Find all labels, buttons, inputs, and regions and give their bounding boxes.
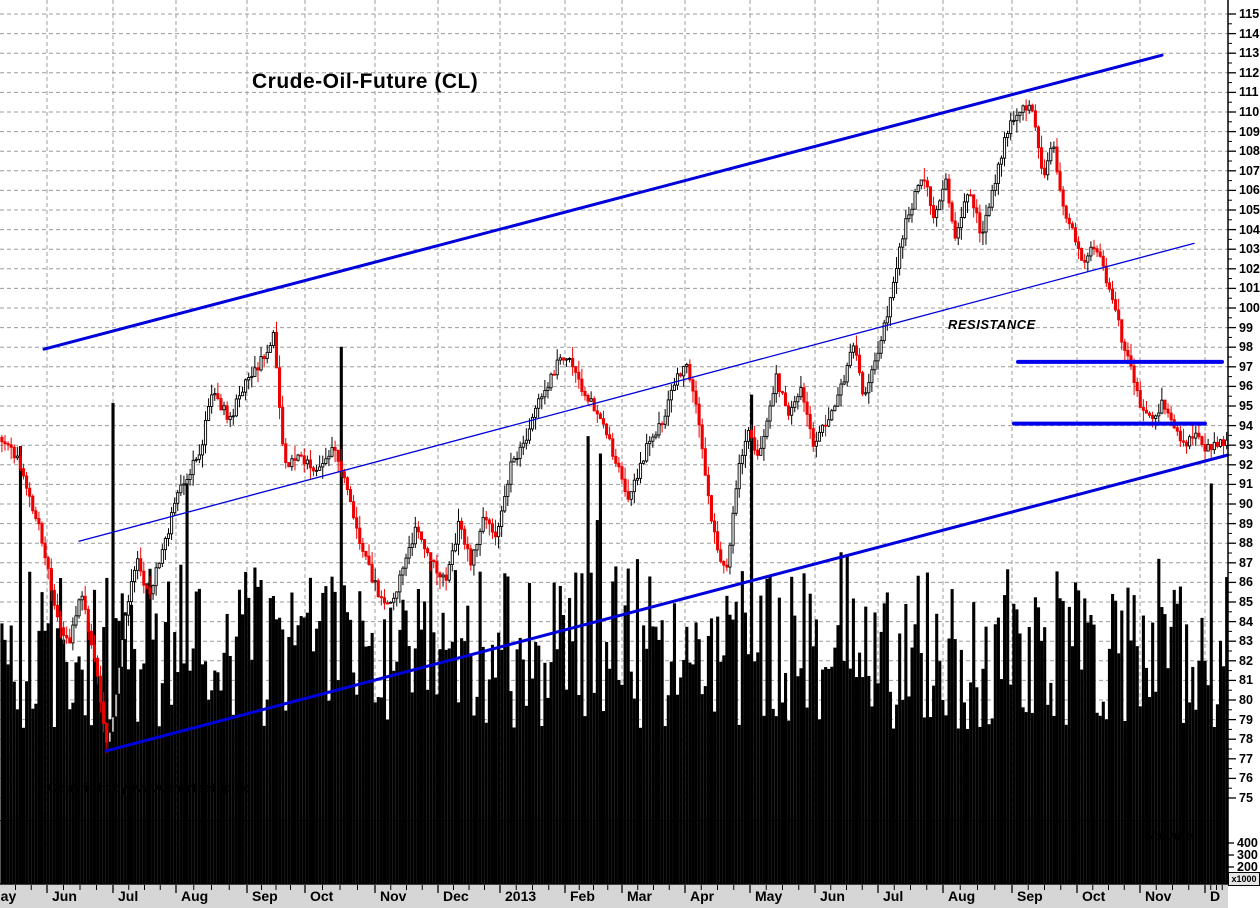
copyright-text: Copyright by www.chartsetup.de	[48, 780, 251, 795]
price-tick-label: 83	[1239, 634, 1253, 649]
month-label: Oct	[1082, 888, 1106, 904]
month-label: Aug	[181, 888, 209, 904]
price-tick-label: 110	[1239, 105, 1260, 119]
price-tick-label: 100	[1239, 301, 1260, 315]
price-tick-label: 86	[1239, 575, 1253, 590]
volume-bars	[0, 346, 1229, 884]
month-label: Sep	[252, 888, 278, 904]
price-tick-label: 94	[1239, 418, 1253, 433]
month-label: May	[0, 888, 17, 904]
price-tick-label: 108	[1239, 144, 1260, 159]
price-tick-label: 88	[1239, 536, 1253, 551]
price-tick-label: 75	[1239, 791, 1253, 805]
price-tick-label: 102	[1239, 261, 1260, 276]
volume-tick-label: 300	[1237, 848, 1258, 862]
month-label: Jul	[118, 888, 139, 904]
price-tick-label: 91	[1239, 477, 1253, 492]
volume-unit-badge: x1000	[1228, 872, 1260, 886]
price-tick-label: 81	[1239, 673, 1253, 688]
price-tick-label: 111	[1239, 85, 1259, 100]
price-tick-label: 90	[1239, 497, 1253, 511]
price-tick-label: 106	[1239, 183, 1260, 198]
month-label: Dec	[443, 888, 469, 904]
month-label: D	[1210, 888, 1221, 904]
price-tick-label: 84	[1239, 614, 1253, 629]
month-label: Nov	[1145, 888, 1172, 904]
price-tick-label: 114	[1239, 26, 1260, 41]
price-tick-label: 85	[1239, 595, 1253, 609]
price-tick-label: 107	[1239, 163, 1260, 178]
price-tick-label: 104	[1239, 222, 1260, 237]
month-label: Oct	[310, 888, 334, 904]
price-tick-label: 98	[1239, 340, 1253, 355]
price-tick-label: 115	[1239, 7, 1260, 21]
price-tick-label: 78	[1239, 732, 1253, 747]
month-label: Feb	[570, 888, 595, 904]
lower-channel	[104, 453, 1230, 753]
price-tick-label: 77	[1239, 751, 1253, 766]
month-label: Jun	[820, 888, 845, 904]
price-tick-label: 80	[1239, 693, 1253, 707]
volume-pane-label: Volume	[1146, 828, 1193, 843]
volume-tick-label: 200	[1237, 860, 1258, 874]
price-tick-label: 112	[1239, 65, 1260, 80]
month-label: May	[755, 888, 783, 904]
resistance-annotation: RESISTANCE	[948, 317, 1036, 332]
price-tick-label: 92	[1239, 457, 1253, 472]
price-tick-label: 79	[1239, 712, 1253, 727]
month-label: Nov	[380, 888, 407, 904]
month-label: Jul	[883, 888, 904, 904]
month-label: Aug	[948, 888, 976, 904]
trend-lines	[42, 53, 1230, 753]
month-label: Sep	[1017, 888, 1043, 904]
month-label: Apr	[690, 888, 715, 904]
price-tick-label: 89	[1239, 516, 1253, 531]
price-tick-label: 87	[1239, 555, 1253, 570]
price-tick-label: 96	[1239, 379, 1253, 394]
upper-channel	[42, 53, 1164, 351]
month-label: Mar	[627, 888, 652, 904]
price-tick-label: 95	[1239, 399, 1253, 413]
price-tick-label: 99	[1239, 320, 1253, 335]
chart-title: Crude-Oil-Future (CL)	[252, 70, 479, 93]
median-line	[78, 242, 1195, 542]
price-tick-label: 103	[1239, 242, 1260, 257]
price-tick-label: 93	[1239, 438, 1253, 453]
candlesticks	[0, 99, 1229, 754]
price-tick-label: 82	[1239, 653, 1253, 668]
price-tick-label: 76	[1239, 771, 1253, 786]
volume-tick-label: 400	[1237, 836, 1258, 850]
axis-ticks	[0, 0, 1236, 893]
month-label: 2013	[505, 888, 537, 904]
price-tick-label: 109	[1239, 124, 1260, 139]
price-tick-label: 101	[1239, 281, 1260, 296]
price-tick-label: 105	[1239, 203, 1260, 217]
price-tick-label: 97	[1239, 359, 1253, 374]
price-tick-label: 113	[1239, 46, 1260, 61]
month-label: Jun	[52, 888, 77, 904]
time-axis-strip	[0, 885, 1228, 908]
